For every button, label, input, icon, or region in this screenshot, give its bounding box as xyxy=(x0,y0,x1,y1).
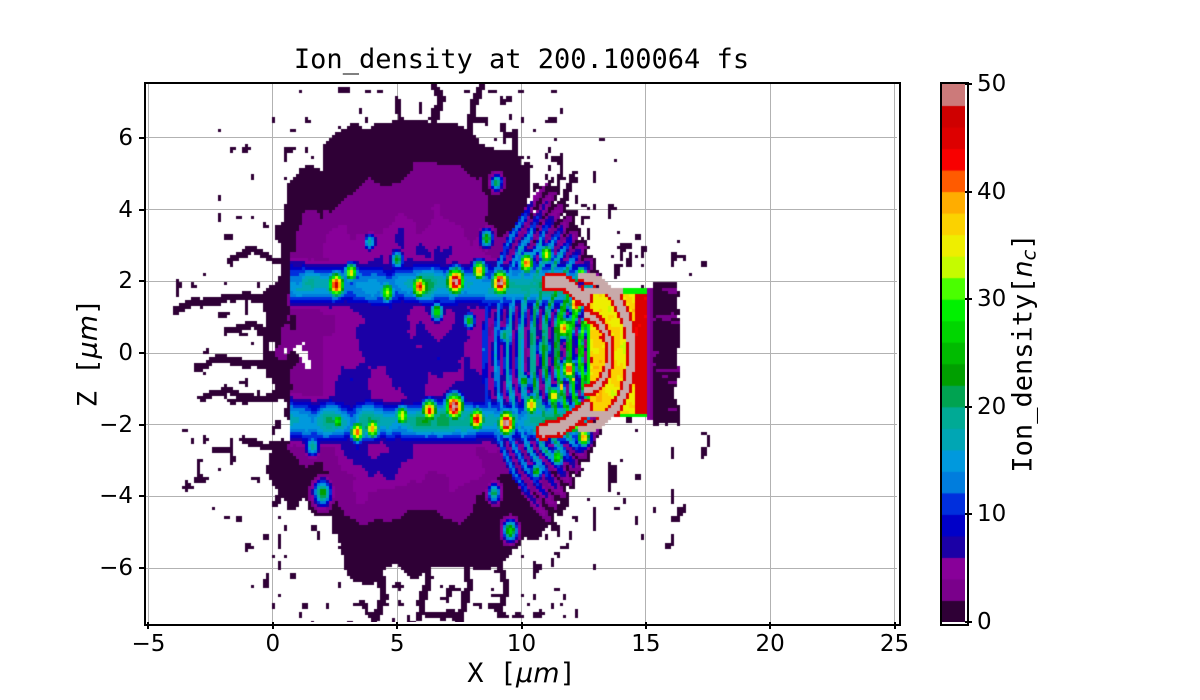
colorbar-tick-0 xyxy=(965,621,972,623)
colorbar-gradient xyxy=(942,84,965,622)
y-axis-label: Z [μm] xyxy=(73,299,104,408)
colorbar-tick-label-30: 30 xyxy=(977,286,1007,313)
x-axis-label: X [μm] xyxy=(146,658,897,689)
y-tick-label--6: −6 xyxy=(99,555,133,582)
x-tick-label-25: 25 xyxy=(879,631,910,657)
plot-area xyxy=(146,84,897,622)
colorbar-tick-label-50: 50 xyxy=(977,71,1007,97)
x-tick-25 xyxy=(893,622,896,629)
y-tick--4 xyxy=(139,495,146,498)
colorbar-tick-30 xyxy=(965,298,972,301)
y-axis-label-prefix: Z [ xyxy=(72,358,104,408)
x-tick-5 xyxy=(396,622,399,629)
x-axis-label-suffix: ] xyxy=(559,658,576,689)
x-tick-label-10: 10 xyxy=(506,631,537,657)
colorbar-tick-label-40: 40 xyxy=(977,178,1007,205)
x-tick--5 xyxy=(147,622,150,629)
y-tick-6 xyxy=(139,136,146,139)
y-tick-label--4: −4 xyxy=(99,483,133,510)
y-tick--2 xyxy=(139,423,146,426)
x-tick-20 xyxy=(769,622,772,629)
x-tick-label--5: −5 xyxy=(131,631,166,657)
x-tick-label-0: 0 xyxy=(265,631,281,657)
y-tick-label-4: 4 xyxy=(118,196,133,223)
colorbar-tick-label-10: 10 xyxy=(977,501,1007,528)
ion-density-heatmap-canvas xyxy=(146,84,897,622)
x-tick-label-20: 20 xyxy=(755,631,785,657)
x-axis-label-prefix: X [ xyxy=(467,658,517,689)
y-tick-4 xyxy=(139,208,146,211)
colorbar-label-symbol: n xyxy=(1007,260,1039,278)
colorbar-label: Ion_density[nc] xyxy=(1007,233,1040,472)
x-tick-label-15: 15 xyxy=(631,631,661,657)
y-axis-label-suffix: ] xyxy=(72,298,104,315)
x-tick-label-5: 5 xyxy=(389,631,405,657)
y-tick--6 xyxy=(139,567,146,570)
y-tick-label-0: 0 xyxy=(118,340,133,366)
y-tick-2 xyxy=(139,280,146,283)
y-tick-label-6: 6 xyxy=(118,124,133,151)
x-tick-10 xyxy=(520,622,523,629)
y-tick-label-2: 2 xyxy=(118,268,133,295)
y-tick-0 xyxy=(139,352,146,354)
colorbar-tick-label-20: 20 xyxy=(977,393,1007,420)
colorbar-tick-label-0: 0 xyxy=(977,609,992,635)
colorbar xyxy=(942,84,965,622)
colorbar-label-suffix: ] xyxy=(1007,233,1039,250)
colorbar-label-prefix: Ion_density[ xyxy=(1007,277,1039,473)
x-axis-label-unit: μm xyxy=(516,658,560,689)
colorbar-label-subscript: c xyxy=(1017,249,1041,261)
x-tick-0 xyxy=(271,622,274,629)
plot-title: Ion_density at 200.100064 fs xyxy=(293,44,750,75)
y-axis-label-unit: μm xyxy=(72,315,104,359)
colorbar-tick-50 xyxy=(965,83,972,85)
y-tick-label--2: −2 xyxy=(99,411,133,438)
x-tick-15 xyxy=(644,622,647,629)
colorbar-tick-10 xyxy=(965,513,972,516)
colorbar-tick-20 xyxy=(965,405,972,408)
colorbar-tick-40 xyxy=(965,190,972,193)
